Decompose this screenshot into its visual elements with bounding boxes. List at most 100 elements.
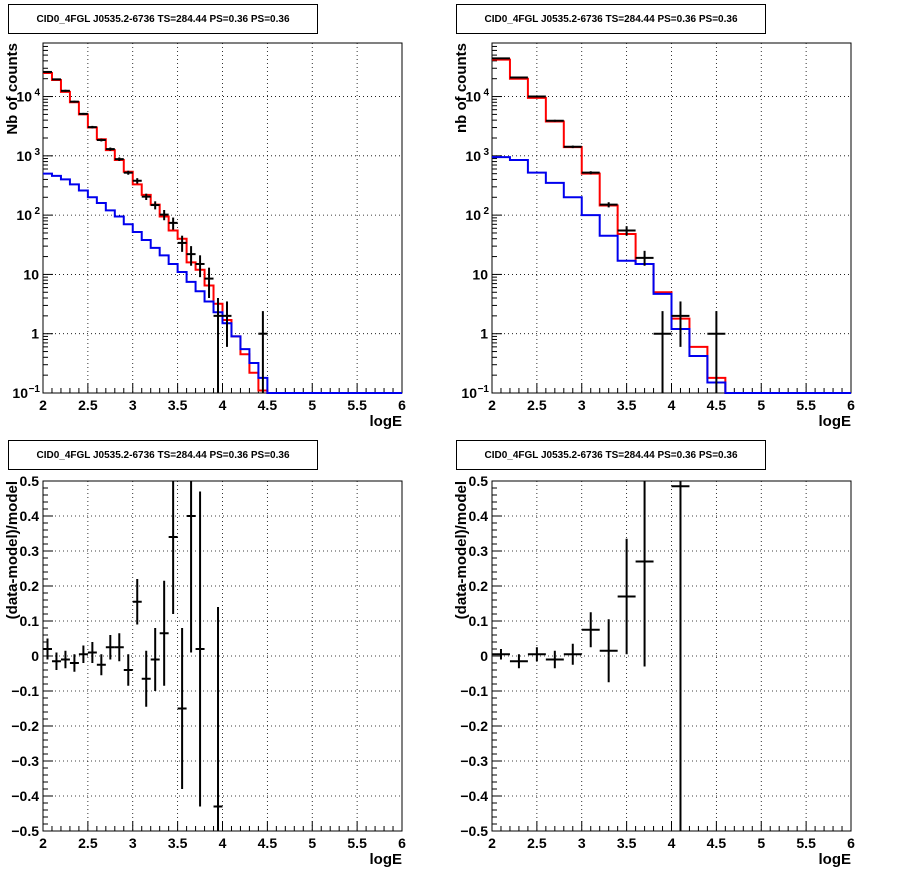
x-tick-label: 3	[578, 397, 586, 413]
x-tick-label: 4	[219, 835, 227, 851]
x-tick-label: 3.5	[168, 397, 188, 413]
title-panel-3: CID0_4FGL J0535.2-6736 TS=284.44 PS=0.36…	[8, 440, 318, 470]
data-point	[563, 643, 582, 665]
y-axis-label: Nb of counts	[4, 43, 21, 135]
x-tick-label: 6	[847, 835, 855, 851]
x-tick-label: 2	[488, 835, 496, 851]
x-tick-label: 3	[578, 835, 586, 851]
y-tick-label: 0.1	[20, 613, 40, 629]
y-tick-label: 0	[31, 648, 39, 664]
data-point	[509, 654, 528, 669]
data-point	[581, 171, 600, 175]
x-tick-label: 2.5	[78, 397, 98, 413]
x-tick-label: 2	[39, 835, 47, 851]
x-tick-label: 2	[488, 397, 496, 413]
y-tick-label: 0.2	[469, 578, 489, 594]
data-point	[114, 633, 124, 662]
y-tick-label: 10	[16, 148, 32, 164]
data-point	[599, 202, 618, 208]
y-tick-label: 0.5	[20, 473, 40, 489]
y-tick-exponent: −1	[478, 384, 490, 395]
x-tick-label: 4.5	[707, 835, 727, 851]
x-tick-label: 5	[308, 835, 316, 851]
x-tick-label: 4.5	[258, 835, 278, 851]
x-tick-label: 4	[668, 835, 676, 851]
x-tick-label: 4.5	[707, 397, 727, 413]
data-point	[60, 89, 70, 92]
data-point	[168, 217, 178, 230]
y-tick-label: 10	[461, 385, 477, 401]
title-panel-4: CID0_4FGL J0535.2-6736 TS=284.44 PS=0.36…	[456, 440, 766, 470]
data-point	[105, 635, 115, 660]
data-point	[132, 579, 142, 625]
data-point	[87, 642, 97, 663]
y-axis-label: nb of counts	[453, 43, 470, 133]
y-tick-label: 10	[465, 148, 481, 164]
y-tick-label: 10	[472, 266, 488, 282]
y-tick-label: −0.2	[460, 718, 488, 734]
y-axis-label: (data-model)/model	[4, 481, 21, 619]
data-point	[177, 628, 187, 789]
y-tick-label: −0.4	[460, 788, 488, 804]
data-point	[168, 481, 178, 614]
data-point	[141, 650, 151, 707]
x-tick-label: 3.5	[617, 835, 637, 851]
data-point	[186, 481, 196, 653]
data-point	[213, 607, 223, 831]
data-point	[635, 481, 654, 667]
x-tick-label: 5	[757, 835, 765, 851]
x-tick-label: 5	[308, 397, 316, 413]
x-axis-label: logE	[819, 413, 852, 430]
data-point	[581, 612, 600, 648]
data-point	[563, 145, 582, 149]
data-point	[545, 650, 564, 669]
panel-3: 2 2.5 3 3.5 4 4.5 5 5.5 6 −0.5 −0.4 −0.3 −0.2 −0.1 0 0.…	[4, 473, 406, 868]
data-point	[159, 210, 169, 221]
y-tick-exponent: 4	[483, 88, 489, 99]
x-tick-label: 3.5	[617, 397, 637, 413]
data-point	[671, 481, 690, 831]
x-tick-label: 2.5	[527, 835, 547, 851]
x-tick-label: 5.5	[347, 835, 367, 851]
x-tick-label: 5	[757, 397, 765, 413]
y-tick-label: 10	[12, 385, 28, 401]
data-point	[492, 649, 510, 660]
x-tick-label: 3.5	[168, 835, 188, 851]
x-axis-label: logE	[370, 413, 403, 430]
data-point	[123, 654, 133, 686]
data-point	[43, 638, 52, 660]
data-point	[114, 157, 124, 161]
data-point	[204, 267, 214, 299]
data-point	[213, 298, 223, 393]
y-tick-label: 10	[16, 89, 32, 105]
y-tick-label: 0.2	[20, 578, 40, 594]
y-tick-label: 10	[465, 207, 481, 223]
title-panel-1: CID0_4FGL J0535.2-6736 TS=284.44 PS=0.36…	[8, 4, 318, 34]
data-point	[653, 311, 672, 393]
data-point	[527, 647, 546, 662]
y-tick-label: −0.4	[11, 788, 39, 804]
data-point	[96, 138, 106, 142]
data-point	[177, 235, 187, 252]
data-point	[509, 76, 528, 79]
data-point	[132, 178, 142, 184]
y-tick-label: 10	[23, 266, 39, 282]
data-point	[222, 301, 232, 347]
data-point	[69, 100, 79, 103]
y-tick-label: 0.4	[469, 508, 489, 524]
data-point	[195, 491, 205, 807]
series-line-model-component	[43, 172, 402, 394]
y-tick-label: 1	[31, 326, 39, 342]
y-tick-label: 10	[16, 207, 32, 223]
data-point	[78, 645, 88, 663]
data-point	[195, 255, 205, 278]
y-tick-label: −0.5	[11, 823, 39, 839]
data-point	[60, 650, 70, 669]
y-tick-label: −0.5	[460, 823, 488, 839]
y-tick-exponent: −1	[29, 384, 41, 395]
data-point	[186, 246, 196, 266]
y-tick-label: 0.3	[20, 543, 40, 559]
data-point	[69, 654, 79, 672]
